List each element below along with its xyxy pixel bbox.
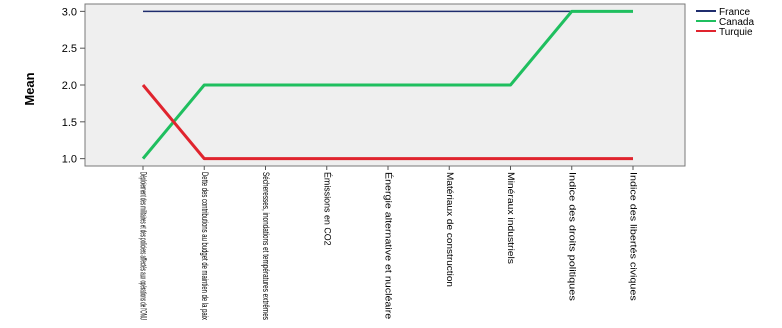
x-tick-label: Minéraux industriels: [506, 172, 516, 265]
x-axis: Déploiement des militaires et des polici…: [139, 166, 639, 320]
x-tick-label: Indice des droits politiques: [567, 172, 577, 301]
series-lines: [141, 9, 633, 161]
legend-label: Turquie: [719, 27, 753, 38]
y-axis-title: Mean: [22, 72, 37, 105]
legend-label: France: [719, 7, 751, 18]
x-tick-label: Émissions en CO2: [322, 172, 332, 246]
x-tick-label: Indice des libertés civiques: [629, 172, 639, 301]
series-line-canada: [141, 9, 633, 160]
x-tick-label: Énergie alternative et nucléaire: [384, 172, 394, 319]
x-tick-label: Dette des contributions au budget de mai…: [200, 172, 210, 320]
x-tick-label: Sécheresses, inondations et températures…: [261, 172, 271, 320]
series-line-turquie: [141, 84, 633, 161]
y-tick-label: 3.0: [62, 6, 77, 18]
x-tick-label: Déploiement des militaires et des polici…: [139, 172, 149, 320]
legend-label: Canada: [719, 17, 754, 28]
x-tick-label: Matériaux de construction: [445, 172, 455, 287]
y-tick-label: 2.0: [62, 80, 77, 92]
y-tick-label: 1.0: [62, 154, 77, 166]
y-tick-label: 1.5: [62, 117, 77, 129]
y-tick-label: 2.5: [62, 43, 77, 55]
y-axis: 1.0 1.5 2.0 2.5 3.0: [62, 6, 85, 166]
